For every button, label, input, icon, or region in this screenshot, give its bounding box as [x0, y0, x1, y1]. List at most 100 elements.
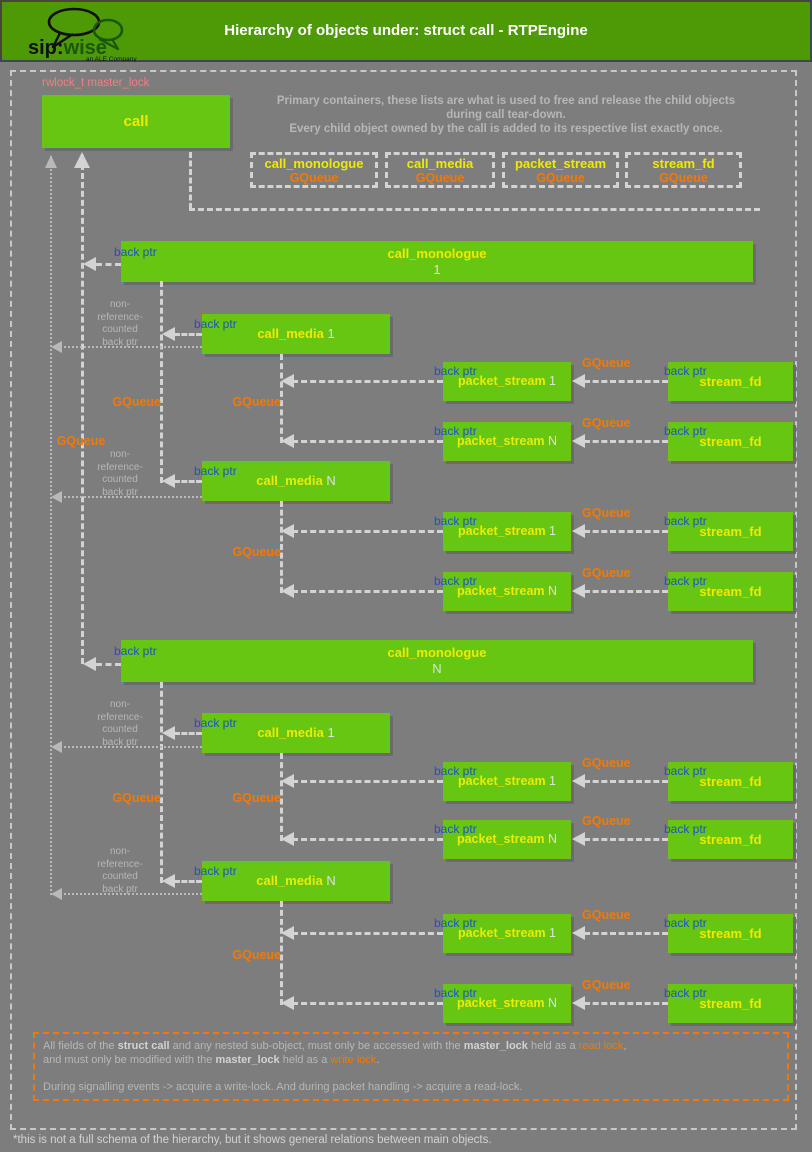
node-label: packet_stream — [456, 832, 545, 846]
node-packet-stream-1: packet_stream N — [443, 422, 571, 461]
footnote-line: During signalling events -> acquire a wr… — [43, 1080, 523, 1093]
node-suffix: N — [432, 661, 442, 676]
arrow-left-icon — [162, 726, 175, 740]
back-ptr-label: back ptr — [434, 764, 477, 778]
header-bar: Hierarchy of objects under: struct call … — [0, 0, 812, 62]
dashed-line — [81, 155, 84, 664]
dashed-line — [292, 932, 443, 935]
back-ptr-label: back ptr — [664, 514, 707, 528]
back-ptr-label: back ptr — [664, 574, 707, 588]
node-label: call_media — [257, 326, 324, 341]
node-label: stream_fd — [699, 584, 762, 599]
back-ptr-label: back ptr — [664, 424, 707, 438]
gqueue-label: GQueue — [582, 506, 631, 520]
node-label: packet_stream — [458, 374, 546, 388]
node-label: call_monologue — [387, 645, 487, 660]
nonref-backptr-note: non-reference-counted back ptr — [97, 846, 143, 895]
container-gqueue-label: GQueue — [289, 171, 339, 185]
footnote-bold: struct call — [117, 1040, 170, 1052]
dashed-line — [96, 663, 121, 666]
dashed-line — [174, 333, 202, 336]
container-call_monologue: call_monologue GQueue — [250, 152, 378, 188]
node-packet-stream-0: packet_stream 1 — [443, 362, 571, 401]
primary-containers-note: Primary containers, these lists are what… — [250, 94, 762, 136]
dashed-line — [584, 838, 668, 841]
dashed-line — [292, 530, 443, 533]
back-ptr-label: back ptr — [434, 364, 477, 378]
arrow-left-icon — [572, 832, 585, 846]
node-packet-stream-5: packet_stream N — [443, 820, 571, 859]
arrow-left-icon — [281, 524, 294, 538]
back-ptr-label: back ptr — [434, 574, 477, 588]
container-gqueue-label: GQueue — [536, 171, 585, 185]
node-suffix: 1 — [327, 326, 335, 341]
footnote-bold: master_lock — [463, 1040, 528, 1052]
dashed-line — [292, 590, 443, 593]
dashed-line — [584, 780, 668, 783]
node-call-media-1: call_media N — [202, 461, 390, 501]
node-label: call_media — [256, 473, 323, 488]
node-label: packet_stream — [458, 524, 546, 538]
arrow-left-icon — [572, 926, 585, 940]
dashed-line — [292, 1002, 443, 1005]
dotted-line — [64, 346, 202, 348]
back-ptr-label: back ptr — [434, 986, 477, 1000]
node-label: call_monologue — [387, 246, 487, 261]
node-packet-stream-7: packet_stream N — [443, 984, 571, 1023]
back-ptr-label: back ptr — [664, 986, 707, 1000]
dashed-line — [292, 780, 443, 783]
primary-note-line2: during call tear-down. — [446, 109, 566, 121]
node-label: stream_fd — [699, 926, 762, 941]
arrow-up-icon — [74, 152, 90, 168]
node-label: packet_stream — [458, 926, 546, 940]
container-title: call_media — [406, 156, 474, 171]
container-title: stream_fd — [652, 156, 715, 171]
back-ptr-label: back ptr — [664, 822, 707, 836]
svg-text:sip:wise: sip:wise — [28, 37, 107, 59]
back-ptr-label: back ptr — [664, 364, 707, 378]
dashed-line — [174, 732, 202, 735]
arrow-left-icon — [51, 491, 62, 503]
node-call-media-2: call_media 1 — [202, 713, 390, 753]
logo-sip: sip: — [28, 37, 64, 59]
arrow-left-icon — [51, 341, 62, 353]
node-label: packet_stream — [456, 584, 545, 598]
node-label: stream_fd — [699, 996, 762, 1011]
arrow-left-icon — [572, 996, 585, 1010]
primary-note-line3: Every child object owned by the call is … — [289, 123, 723, 135]
node-packet-stream-4: packet_stream 1 — [443, 762, 571, 801]
node-suffix: 1 — [549, 774, 556, 788]
nonref-backptr-note: non-reference-counted back ptr — [97, 699, 143, 748]
arrow-left-icon — [51, 888, 62, 900]
back-ptr-label: back ptr — [114, 245, 157, 259]
dashed-line — [160, 682, 163, 883]
arrow-left-icon — [281, 926, 294, 940]
node-suffix: N — [326, 473, 336, 488]
footer-disclaimer: *this is not a full schema of the hierar… — [13, 1134, 492, 1146]
dotted-line — [64, 746, 202, 748]
sipwise-logo-icon: sip:wise an ALE Company — [28, 7, 137, 62]
back-ptr-label: back ptr — [114, 644, 157, 658]
primary-note-line1: Primary containers, these lists are what… — [276, 95, 736, 107]
container-title: call_monologue — [264, 156, 364, 171]
arrow-left-icon — [572, 584, 585, 598]
dashed-line — [174, 880, 202, 883]
container-gqueue-label: GQueue — [415, 171, 465, 185]
node-stream-fd-0: stream_fd — [668, 362, 793, 401]
node-suffix: 1 — [327, 725, 335, 740]
gqueue-label: GQueue — [232, 395, 281, 409]
node-stream-fd-7: stream_fd — [668, 984, 793, 1023]
node-call-media-0: call_media 1 — [202, 314, 390, 354]
gqueue-label: GQueue — [582, 416, 631, 430]
back-ptr-label: back ptr — [194, 716, 237, 730]
container-stream_fd: stream_fd GQueue — [625, 152, 742, 188]
nonref-backptr-note: non-reference-counted back ptr — [97, 299, 143, 348]
dashed-line — [189, 208, 760, 211]
arrow-left-icon — [281, 832, 294, 846]
back-ptr-label: back ptr — [434, 916, 477, 930]
node-suffix: 1 — [433, 262, 441, 277]
footnote-lock-term: write lock — [330, 1053, 377, 1066]
gqueue-label: GQueue — [232, 791, 281, 805]
dotted-line — [64, 496, 202, 498]
